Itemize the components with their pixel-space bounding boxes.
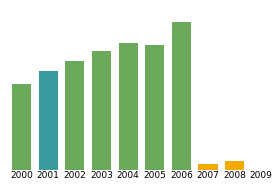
Bar <box>65 61 84 170</box>
Bar <box>225 161 244 170</box>
Bar <box>199 163 218 170</box>
Bar <box>145 45 164 170</box>
Bar <box>92 51 111 170</box>
Bar <box>172 22 191 170</box>
Bar <box>118 43 138 170</box>
Bar <box>12 84 31 170</box>
Bar <box>39 71 58 170</box>
